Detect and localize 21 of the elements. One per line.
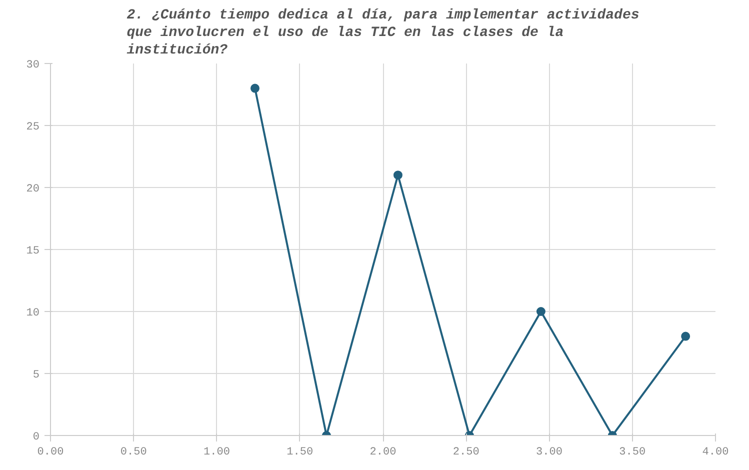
x-tick-label: 2.50 (452, 446, 480, 458)
chart-title: 2. ¿Cuánto tiempo dedica al día, para implementar actividades que involucren el uso de las TIC en las clases de la institución? (126, 7, 640, 58)
y-tick-label: 10 (26, 308, 40, 320)
x-tick-label: 1.50 (286, 446, 314, 458)
point (681, 332, 690, 341)
x-tick-label: 1.00 (204, 446, 230, 458)
y-tick-label: 0 (32, 432, 40, 444)
y-tick-label: 5 (32, 370, 40, 382)
x-tick-label: 4.00 (702, 446, 729, 458)
x-tick-label: 0.50 (120, 446, 147, 458)
point (536, 307, 546, 316)
x-tick-label: 3.50 (619, 446, 646, 458)
y-tick-label: 30 (26, 60, 40, 72)
x-tick-label: 2.00 (370, 446, 396, 458)
y-tick-label: 25 (26, 122, 40, 134)
point (250, 84, 260, 93)
x-tick-label: 0.00 (37, 446, 64, 458)
x-tick-label: 3.00 (536, 446, 562, 458)
point (393, 170, 402, 180)
y-tick-label: 20 (26, 184, 40, 196)
y-tick-label: 15 (26, 246, 40, 258)
